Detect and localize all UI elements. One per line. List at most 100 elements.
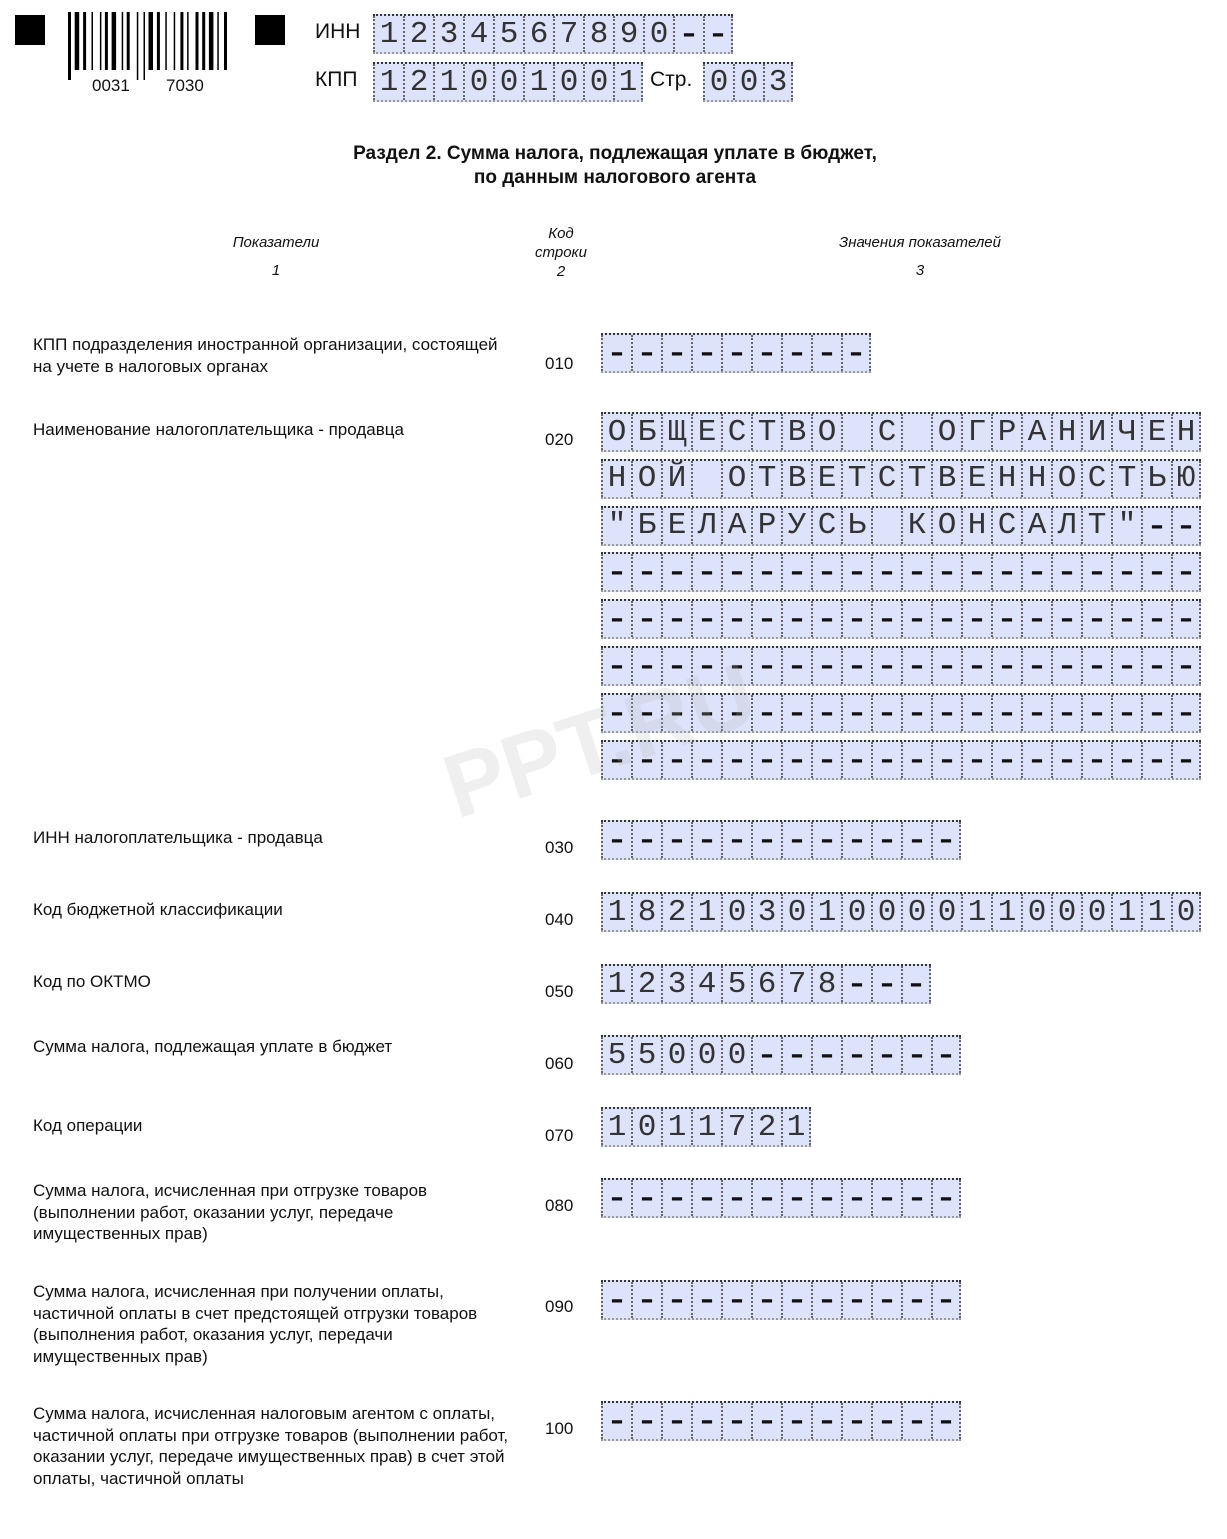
character-cell: 0 <box>463 64 493 100</box>
character-cell: – <box>811 554 841 591</box>
character-cell <box>691 460 721 497</box>
character-cell: – <box>751 694 781 731</box>
inn-label: ИНН <box>315 20 361 43</box>
character-cell: – <box>1111 694 1141 731</box>
character-cell: – <box>1171 601 1201 638</box>
value-field-020[interactable]: – – – – – – – – – – – – – – – – – – – – <box>601 739 1201 780</box>
character-cell: Т <box>1081 507 1111 544</box>
column-1-title: Показатели <box>232 234 320 251</box>
character-cell: – <box>901 694 931 731</box>
character-cell: – <box>1051 601 1081 638</box>
character-cell: – <box>781 601 811 638</box>
character-cell: – <box>811 648 841 684</box>
value-field-020[interactable]: – – – – – – – – – – – – – – – – – – – – <box>601 599 1201 640</box>
character-cell: – <box>691 648 721 684</box>
character-cell: В <box>781 414 811 450</box>
character-cell: – <box>841 741 871 778</box>
character-cell: – <box>1081 601 1111 638</box>
character-cell: – <box>601 1180 631 1216</box>
character-cell: – <box>1021 648 1051 684</box>
column-header-indicators: Показатели 1 <box>176 233 376 280</box>
value-field-020[interactable]: " Б Е Л А Р У С Ь К О Н С А Л Т " – – <box>601 505 1201 546</box>
character-cell: – <box>661 741 691 778</box>
row-code: 100 <box>545 1419 574 1438</box>
barcode-bar <box>156 12 160 70</box>
character-cell: 0 <box>691 1037 721 1073</box>
character-cell: 6 <box>751 966 781 1002</box>
barcode-bar <box>195 12 199 70</box>
character-cell: – <box>781 554 811 591</box>
character-cell: 1 <box>811 894 841 930</box>
character-cell: – <box>811 694 841 731</box>
character-cell: – <box>751 648 781 684</box>
character-cell: – <box>991 694 1021 731</box>
registration-marker-left <box>15 15 45 45</box>
character-cell: – <box>721 1180 751 1216</box>
character-cell: А <box>721 507 751 544</box>
character-cell: – <box>751 554 781 591</box>
character-cell: 0 <box>1081 894 1111 930</box>
barcode-bar <box>173 12 176 70</box>
character-cell: – <box>841 1037 871 1073</box>
character-cell: Ь <box>1141 460 1171 497</box>
character-cell: – <box>601 1403 631 1439</box>
value-field-020[interactable]: – – – – – – – – – – – – – – – – – – – – <box>601 552 1201 593</box>
character-cell: – <box>691 822 721 858</box>
value-field-050[interactable]: 1 2 3 4 5 6 7 8– – – <box>601 964 931 1004</box>
character-cell: И <box>1081 414 1111 450</box>
character-cell: – <box>1141 507 1171 544</box>
character-cell: – <box>811 1403 841 1439</box>
character-cell: 1 <box>1141 894 1171 930</box>
character-cell: – <box>901 648 931 684</box>
character-cell: 0 <box>583 64 613 100</box>
value-field-100[interactable]: – – – – – – – – – – – – <box>601 1401 961 1441</box>
row-code: 020 <box>545 430 574 449</box>
value-field-020[interactable]: – – – – – – – – – – – – – – – – – – – – <box>601 646 1201 686</box>
character-cell: – <box>703 16 733 52</box>
character-cell: Н <box>1171 414 1201 450</box>
character-cell: – <box>991 648 1021 684</box>
character-cell: – <box>871 694 901 731</box>
value-field-080[interactable]: – – – – – – – – – – – – <box>601 1178 961 1218</box>
value-field-030[interactable]: – – – – – – – – – – – – <box>601 820 961 860</box>
column-header-values: Значения показателей 3 <box>770 233 1070 280</box>
character-cell: – <box>901 741 931 778</box>
character-cell: – <box>1141 601 1171 638</box>
character-cell: 0 <box>733 64 763 100</box>
character-cell: – <box>1171 554 1201 591</box>
character-cell: 6 <box>523 16 553 52</box>
character-cell: " <box>601 507 631 544</box>
barcode-bar <box>187 12 189 70</box>
character-cell: – <box>631 1403 661 1439</box>
value-field-060[interactable]: 5 5 0 0 0– – – – – – – <box>601 1035 961 1075</box>
page-label: Стр. <box>650 68 693 91</box>
inn-field[interactable]: 1 2 3 4 5 6 7 8 9 0– – <box>373 14 733 54</box>
character-cell: Р <box>751 507 781 544</box>
character-cell: – <box>871 1403 901 1439</box>
row-code: 060 <box>545 1054 574 1073</box>
character-cell: А <box>1021 507 1051 544</box>
character-cell: – <box>901 554 931 591</box>
character-cell: – <box>1111 554 1141 591</box>
value-field-020[interactable]: – – – – – – – – – – – – – – – – – – – – <box>601 692 1201 733</box>
value-field-010[interactable]: – – – – – – – – – <box>601 333 871 373</box>
character-cell: – <box>901 1037 931 1073</box>
character-cell: – <box>871 1037 901 1073</box>
character-cell: – <box>841 1180 871 1216</box>
value-field-090[interactable]: – – – – – – – – – – – – <box>601 1280 961 1320</box>
character-cell: 0 <box>493 64 523 100</box>
character-cell: – <box>1171 694 1201 731</box>
character-cell: – <box>691 694 721 731</box>
character-cell: С <box>991 507 1021 544</box>
character-cell: 1 <box>961 894 991 930</box>
character-cell: – <box>781 1403 811 1439</box>
character-cell: – <box>841 694 871 731</box>
character-cell: – <box>631 694 661 731</box>
barcode-bar <box>180 12 184 70</box>
